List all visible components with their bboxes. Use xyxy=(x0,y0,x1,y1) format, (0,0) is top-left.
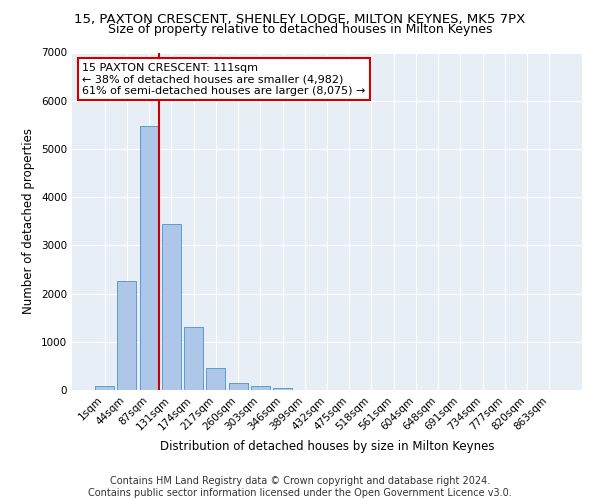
Bar xyxy=(206,368,225,390)
Bar xyxy=(162,224,181,390)
Text: 15 PAXTON CRESCENT: 111sqm
← 38% of detached houses are smaller (4,982)
61% of s: 15 PAXTON CRESCENT: 111sqm ← 38% of deta… xyxy=(82,62,365,96)
Bar xyxy=(118,280,136,390)
Bar xyxy=(184,327,203,390)
X-axis label: Distribution of detached houses by size in Milton Keynes: Distribution of detached houses by size … xyxy=(160,440,494,453)
Bar xyxy=(140,126,158,390)
Y-axis label: Number of detached properties: Number of detached properties xyxy=(22,128,35,314)
Bar xyxy=(95,386,114,390)
Bar xyxy=(229,382,248,390)
Bar xyxy=(251,386,270,390)
Text: 15, PAXTON CRESCENT, SHENLEY LODGE, MILTON KEYNES, MK5 7PX: 15, PAXTON CRESCENT, SHENLEY LODGE, MILT… xyxy=(74,12,526,26)
Text: Size of property relative to detached houses in Milton Keynes: Size of property relative to detached ho… xyxy=(108,22,492,36)
Text: Contains HM Land Registry data © Crown copyright and database right 2024.
Contai: Contains HM Land Registry data © Crown c… xyxy=(88,476,512,498)
Bar xyxy=(273,388,292,390)
